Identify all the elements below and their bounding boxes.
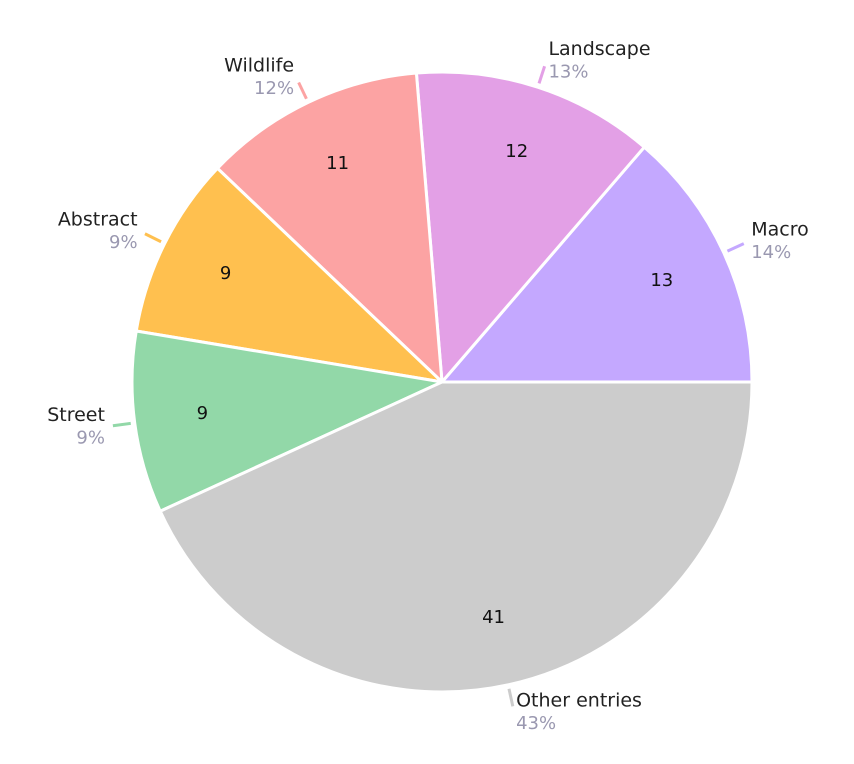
slice-name: Other entries <box>516 690 642 712</box>
pie-slice <box>158 380 754 694</box>
leader-line <box>507 688 515 707</box>
slice-percent: 14% <box>751 242 791 263</box>
slice-name: Street <box>47 404 105 426</box>
pie-slice <box>438 144 754 384</box>
slice-value: 11 <box>326 153 349 174</box>
leader-line <box>112 421 131 428</box>
pie-slice <box>134 166 447 385</box>
slice-name: Landscape <box>548 38 650 60</box>
leader-line <box>726 242 745 253</box>
leader-line <box>144 232 162 244</box>
slice-percent: 9% <box>76 428 105 449</box>
slice-name: Abstract <box>58 209 138 231</box>
slice-percent: 13% <box>548 62 588 83</box>
leader-line <box>537 65 547 84</box>
pie-slice <box>215 71 444 386</box>
slice-name: Macro <box>751 219 809 241</box>
pie-slice <box>414 70 647 386</box>
leader-line <box>297 81 308 100</box>
slice-percent: 12% <box>254 78 294 99</box>
slice-percent: 43% <box>516 713 556 734</box>
slice-percent: 9% <box>109 232 138 253</box>
slice-value: 12 <box>505 141 528 162</box>
slice-value: 13 <box>650 270 673 291</box>
slice-value: 9 <box>220 263 231 284</box>
slice-value: 9 <box>197 403 208 424</box>
slice-name: Wildlife <box>224 55 294 77</box>
slice-value: 41 <box>482 607 505 628</box>
pie-slice <box>130 329 448 514</box>
